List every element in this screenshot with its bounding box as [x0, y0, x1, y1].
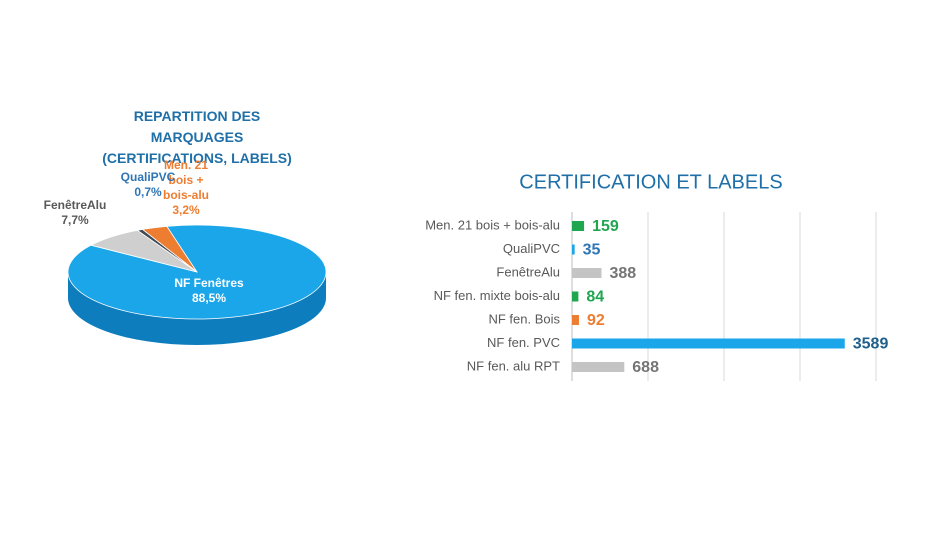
bar [572, 338, 845, 349]
y-tick-label: NF fen. Bois [488, 311, 560, 326]
pie-label: NF Fenêtres [174, 276, 244, 290]
value-label: 35 [583, 242, 601, 259]
pie-value-label: 3,2% [172, 203, 200, 217]
pie-label: QualiPVC [120, 170, 176, 184]
bar [572, 221, 585, 231]
y-tick-label: QualiPVC [503, 241, 560, 256]
bar [572, 315, 579, 325]
y-tick-label: FenêtreAlu [496, 264, 560, 279]
pie-label: Men. 21 bois + bois-alu [162, 158, 209, 202]
value-label: 3589 [853, 336, 889, 353]
pie-slice [136, 228, 198, 273]
value-label: 159 [592, 218, 619, 235]
bar-title: CERTIFICATION ET LABELS [519, 171, 782, 193]
value-label: 92 [587, 312, 605, 329]
value-label: 688 [632, 359, 659, 376]
bar [572, 244, 575, 255]
y-tick-label: NF fen. PVC [487, 335, 560, 350]
bar [572, 362, 625, 372]
y-tick-label: NF fen. mixte bois-alu [434, 288, 560, 303]
pie-value-label: 88,5% [191, 291, 227, 305]
bar [572, 268, 602, 278]
pie-value-label: 0,7% [134, 185, 162, 199]
pie-title: REPARTITION DES MARQUAGES (CERTIFICATION… [102, 108, 292, 166]
bar [572, 291, 579, 302]
pie-label: FenêtreAlu [43, 198, 107, 212]
value-label: 388 [609, 265, 636, 282]
value-label: 84 [586, 289, 604, 306]
y-tick-label: NF fen. alu RPT [467, 358, 560, 373]
pie-value-label: 7,7% [61, 213, 89, 227]
y-tick-label: Men. 21 bois + bois-alu [425, 217, 560, 232]
